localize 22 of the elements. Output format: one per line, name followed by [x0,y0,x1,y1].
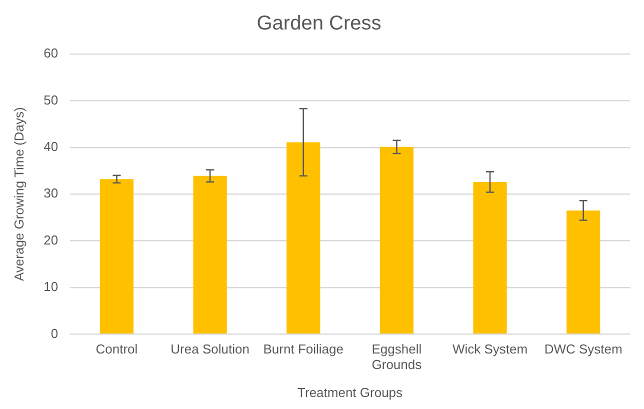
bar [473,182,507,334]
bar [100,179,134,334]
bar [380,146,414,334]
y-tick-label: 40 [44,138,58,154]
x-tick-label: Burnt Foiliage [263,342,344,357]
x-axis-title: Treatment Groups [298,384,404,400]
y-tick-label: 50 [44,92,58,108]
y-tick-label: 30 [44,186,58,201]
x-tick-label: Wick System [452,342,528,357]
x-tick-label: Urea Solution [170,342,250,357]
x-tick-label: Control [96,342,138,357]
x-tick-label: DWC System [544,342,622,357]
y-tick-label: 60 [44,46,58,61]
bar [566,210,600,334]
chart-title: Garden Cress [256,12,382,35]
y-tick-label: 20 [44,232,58,248]
x-tick-label: Eggshell Grounds [372,342,422,372]
y-axis-title: Average Growing Time (Days) [11,107,26,282]
bar [193,176,227,334]
bar [286,142,320,334]
y-tick-label: 10 [44,279,58,294]
y-tick-label: 0 [50,326,58,341]
